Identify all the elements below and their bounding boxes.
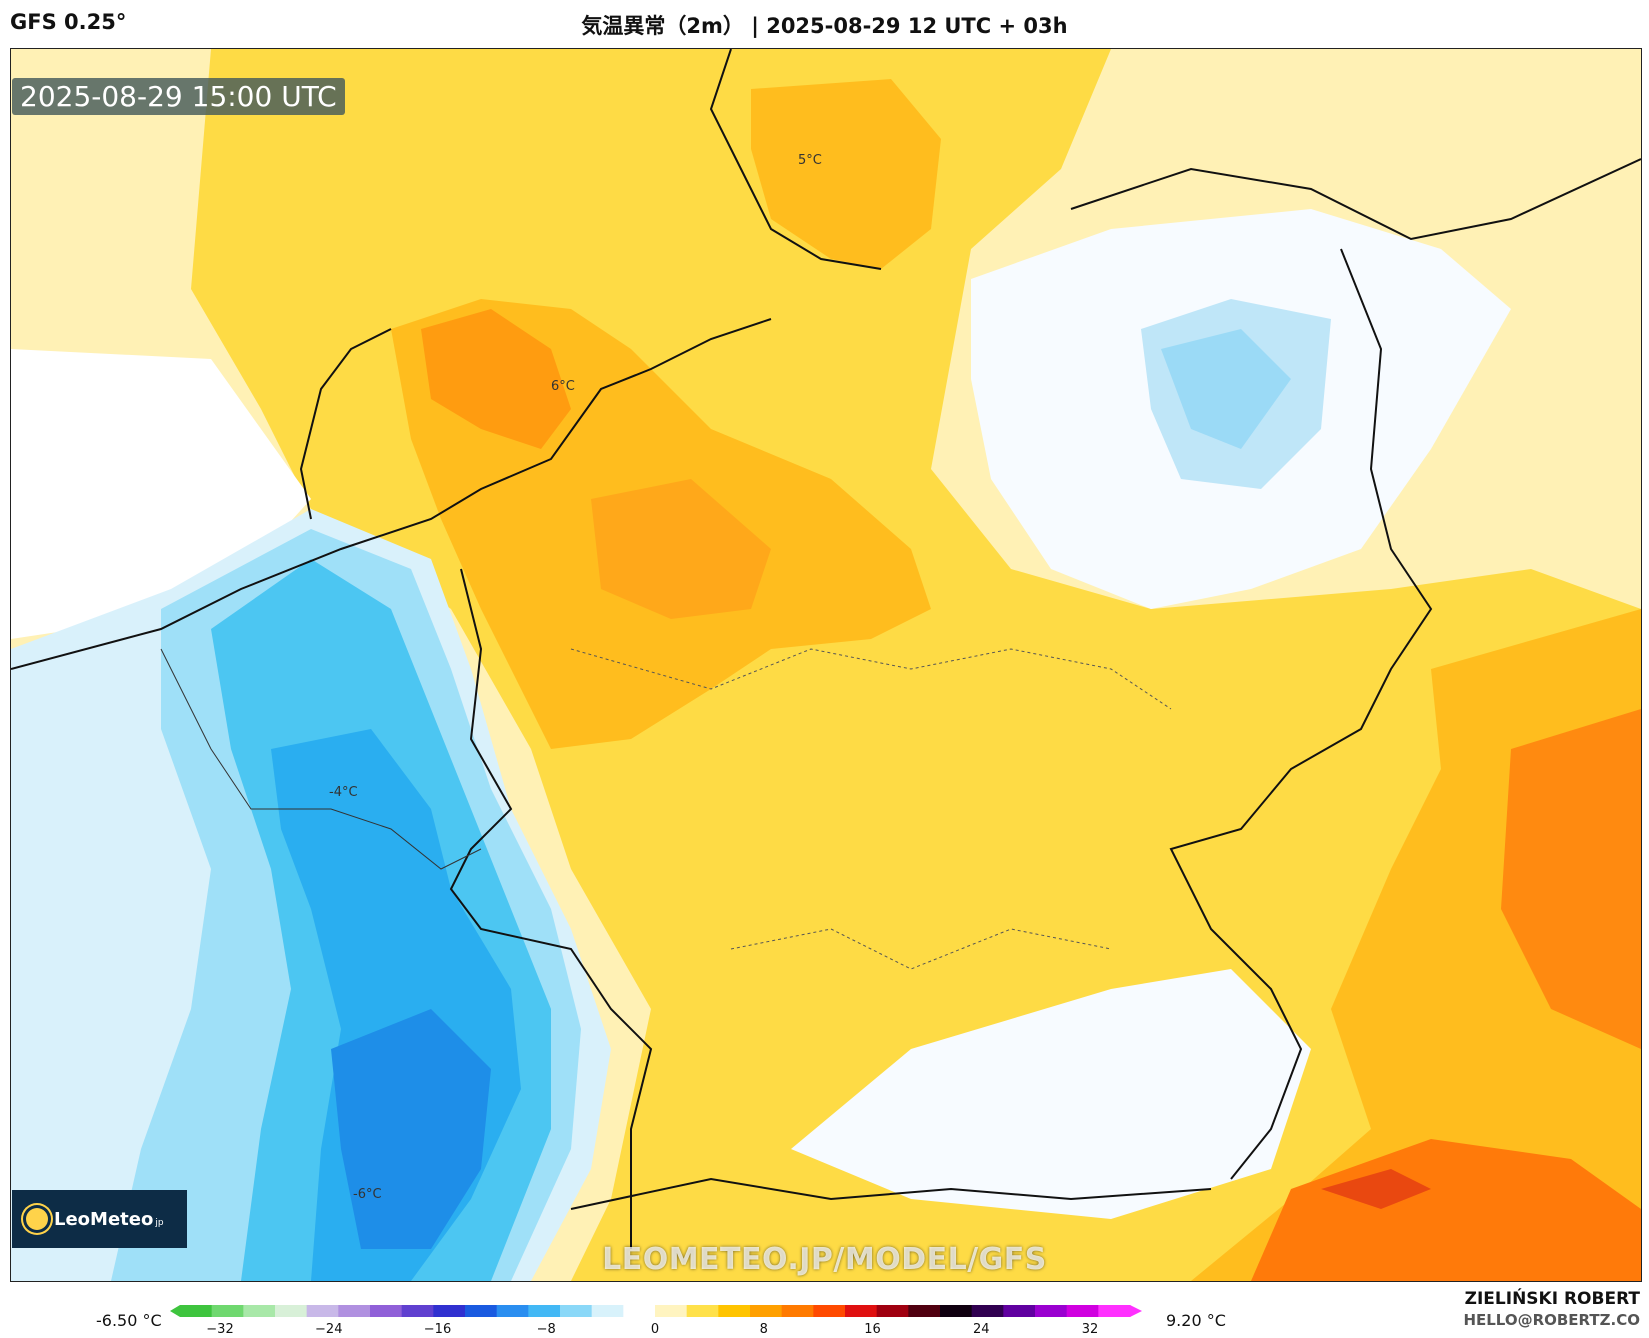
colorbar-segment [370,1305,403,1317]
colorbar-segment [433,1305,466,1317]
watermark: LEOMETEO.JP/MODEL/GFS [602,1242,1047,1277]
colorbar-segment [338,1305,371,1317]
colorbar-segment [306,1305,339,1317]
colorbar-segment [908,1305,941,1317]
colorbar-left-arrow [170,1305,180,1317]
colorbar-segment [496,1305,529,1317]
colorbar-segment [465,1305,498,1317]
colorbar-min-label: -6.50 °C [96,1311,162,1330]
colorbar-segment [401,1305,434,1317]
colorbar-segment [275,1305,308,1317]
colorbar-tick-label: 0 [650,1322,660,1337]
valid-time-badge: 2025-08-29 15:00 UTC [12,78,345,115]
coastline-denmark [709,49,882,270]
border-east [1169,248,1433,1180]
anomaly-map: 5°C 6°C -4°C -6°C [10,48,1642,1282]
colorbar-segment [940,1305,973,1317]
logo-text: LeoMeteo jp [54,1208,164,1230]
colorbar-tick-label: −8 [536,1322,556,1337]
colorbar-tick-label: −24 [315,1322,343,1337]
field-orange-north [751,79,941,269]
colorbar-segment [528,1305,561,1317]
colorbar-segment [750,1305,783,1317]
colorbar-segment [591,1305,624,1317]
colorbar-segment [180,1305,213,1317]
coastline-baltic [1070,158,1641,241]
map-field [11,49,1641,1281]
colorbar-segment [655,1305,688,1317]
field-orange-strong [421,309,571,449]
colorbar-max-label: 9.20 °C [1166,1311,1226,1330]
field-orange-mid [591,479,771,619]
colorbar-tick-label: −16 [423,1322,452,1337]
colorbar-segment [845,1305,878,1317]
colorbar-segment [1066,1305,1099,1317]
colorbar-segment [1003,1305,1036,1317]
model-name: GFS 0.25° [10,10,127,34]
author-email: HELLO@ROBERTZ.CO [1463,1311,1640,1329]
field-orange-east-core [1501,709,1641,1049]
colorbar-segment [971,1305,1004,1317]
colorbar-right-arrow [1130,1305,1142,1317]
coastline [11,318,772,670]
contour-2 [730,928,1112,970]
border-inner-1 [160,648,482,870]
sun-icon [26,1208,48,1230]
contour-label: 5°C [798,153,822,168]
contour-label: -6°C [353,1187,382,1202]
author-credit: ZIELIŃSKI ROBERT [1464,1289,1640,1309]
border-west [449,568,653,1249]
colorbar-segment [243,1305,276,1317]
colorbar [170,1305,1142,1317]
colorbar-segment [1098,1305,1131,1317]
colorbar-segment [560,1305,593,1317]
colorbar-segment [813,1305,846,1317]
colorbar-tick-label: 24 [972,1322,990,1337]
colorbar-tick-label: 32 [1081,1322,1099,1337]
coastline-north [299,328,392,520]
colorbar-segment [718,1305,751,1317]
colorbar-tick-label: 16 [864,1322,881,1337]
field-neutral-south [791,969,1311,1219]
field-red-southeast [1251,1139,1641,1281]
field-cool-core [331,1009,491,1249]
colorbar-segment [211,1305,244,1317]
colorbar-tick-label: 8 [759,1322,768,1337]
field-cool-northeast-core [1161,329,1291,449]
colorbar-segment [686,1305,719,1317]
contour-label: -4°C [329,785,358,800]
leometeo-logo: LeoMeteo jp [12,1190,187,1248]
contour-1 [570,648,1172,710]
colorbar-tick-label: −32 [206,1322,234,1337]
chart-title: 気温異常（2m） | 2025-08-29 12 UTC + 03h [581,14,1068,38]
colorbar-segment [876,1305,909,1317]
field-red-core [1321,1169,1431,1209]
contour-label: 6°C [551,379,575,394]
colorbar-segment [623,1305,656,1317]
colorbar-segment [781,1305,814,1317]
colorbar-segment [1035,1305,1068,1317]
border-south [570,1177,1212,1210]
